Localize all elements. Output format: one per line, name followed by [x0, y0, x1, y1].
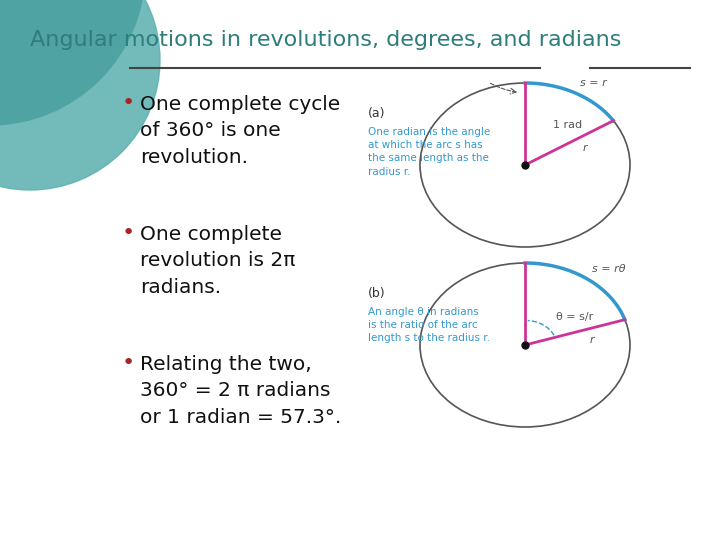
Text: •: • [122, 223, 135, 243]
Text: s = rθ: s = rθ [592, 264, 625, 274]
Text: •: • [122, 353, 135, 373]
Text: s = r: s = r [580, 78, 607, 88]
Text: An angle θ in radians
is the ratio of the arc
length s to the radius r.: An angle θ in radians is the ratio of th… [368, 307, 490, 343]
Text: One complete
revolution is 2π
radians.: One complete revolution is 2π radians. [140, 225, 295, 297]
Text: r: r [590, 335, 595, 345]
Circle shape [0, 0, 145, 125]
Text: One complete cycle
of 360° is one
revolution.: One complete cycle of 360° is one revolu… [140, 95, 341, 167]
Text: (b): (b) [368, 287, 386, 300]
Text: (a): (a) [368, 107, 385, 120]
Text: Angular motions in revolutions, degrees, and radians: Angular motions in revolutions, degrees,… [30, 30, 621, 50]
Text: •: • [122, 93, 135, 113]
Text: 1 rad: 1 rad [553, 120, 582, 131]
Text: Relating the two,
360° = 2 π radians
or 1 radian = 57.3°.: Relating the two, 360° = 2 π radians or … [140, 355, 341, 427]
Text: θ = s/r: θ = s/r [556, 312, 593, 322]
Circle shape [0, 0, 160, 190]
Text: r: r [583, 144, 588, 153]
Text: One radian is the angle
at which the arc s has
the same length as the
radius r.: One radian is the angle at which the arc… [368, 127, 490, 177]
